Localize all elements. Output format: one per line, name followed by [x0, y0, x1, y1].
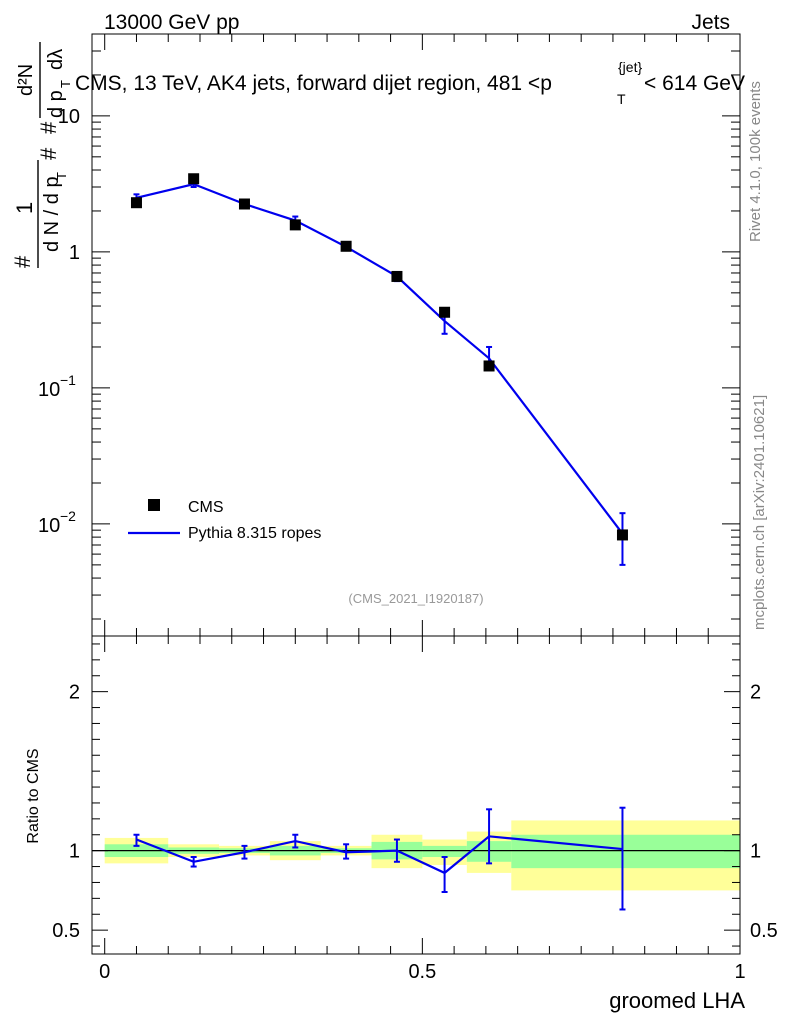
- x-tick-label: 0.5: [408, 961, 436, 983]
- rivet-version: Rivet 4.1.0, 100k events: [747, 81, 764, 242]
- cms-point: [439, 306, 451, 318]
- ratio-ticks: [92, 636, 741, 954]
- ratio-plot-frame: [91, 635, 741, 955]
- ratio-y-tick-label-right: 2: [750, 682, 761, 704]
- ratio-band-green: [422, 845, 467, 858]
- cms-point: [130, 197, 142, 209]
- main-title-subscript: T: [617, 91, 626, 107]
- main-y-tick-label: 10: [38, 379, 60, 401]
- main-title-tail: < 614 GeV: [644, 72, 745, 95]
- main-y-tick-label: 10: [38, 515, 60, 537]
- header-left: 13000 GeV pp: [104, 11, 239, 34]
- legend-pythia-label: Pythia 8.315 ropes: [188, 525, 321, 542]
- ylabel-sub-t1: T: [54, 172, 69, 180]
- ratio-uncertainty-bands: [104, 820, 740, 891]
- ratio-y-tick-label-left: 2: [69, 682, 80, 704]
- ratio-series: [133, 806, 626, 911]
- cms-point: [188, 173, 200, 185]
- ratio-x-tick-labels: 0 0.5 1: [99, 961, 745, 983]
- ylabel-sub-t2: T: [58, 80, 73, 88]
- cms-point: [289, 219, 301, 231]
- ratio-y-tick-label-left: 1: [69, 841, 80, 863]
- cms-point: [391, 270, 403, 282]
- main-title-superscript: {jet}: [618, 59, 642, 75]
- ratio-y-axis-label: Ratio to CMS: [25, 748, 42, 843]
- x-tick-label: 0: [99, 961, 110, 983]
- cms-point: [616, 529, 628, 541]
- mcplots-credit: mcplots.cern.ch [arXiv:2401.10621]: [751, 395, 768, 630]
- cms-point: [340, 240, 352, 252]
- legend: CMS Pythia 8.315 ropes: [128, 499, 321, 542]
- header: 13000 GeV pp Jets: [104, 11, 730, 34]
- cms-point: [483, 360, 495, 372]
- ylabel-hash-2: #: [36, 147, 61, 160]
- legend-cms-label: CMS: [188, 499, 224, 516]
- main-y-tick-label-exp: −2: [60, 508, 76, 524]
- ratio-y-tick-label-left: 0.5: [52, 920, 80, 942]
- ylabel-dndpt: d N / d p: [41, 176, 63, 252]
- main-plot-frame: [91, 33, 741, 637]
- ratio-y-tick-labels: 0.5 0.5 1 1 2 2: [52, 682, 778, 943]
- ylabel-one: 1: [12, 202, 37, 214]
- ylabel-hash-1: #: [10, 255, 35, 268]
- cms-series: [130, 173, 628, 541]
- x-axis-label: groomed LHA: [609, 988, 745, 1013]
- main-title: CMS, 13 TeV, AK4 jets, forward dijet reg…: [75, 72, 552, 95]
- ratio-y-tick-label-right: 1: [750, 841, 761, 863]
- x-tick-label: 1: [734, 961, 745, 983]
- main-ticks: [92, 33, 741, 636]
- ratio-y-tick-label-right: 0.5: [750, 920, 778, 942]
- ylabel-d2n: d²N: [15, 64, 37, 96]
- cms-point: [238, 198, 250, 210]
- pythia-line: [136, 182, 624, 535]
- ylabel-hash-3: #: [36, 121, 61, 134]
- analysis-id: (CMS_2021_I1920187): [348, 591, 483, 606]
- ylabel-dlambda: dλ: [45, 49, 67, 70]
- ylabel-dpt: d p: [45, 90, 67, 118]
- main-y-tick-label-exp: −1: [60, 372, 76, 388]
- main-y-tick-label: 10: [58, 106, 80, 128]
- main-y-axis-label: # 1 d N / d p T # d²N d p T # dλ: [10, 42, 73, 268]
- legend-cms-marker: [148, 499, 160, 511]
- header-right: Jets: [691, 11, 730, 34]
- main-y-tick-label: 1: [69, 242, 80, 264]
- ratio-band-green: [511, 834, 740, 869]
